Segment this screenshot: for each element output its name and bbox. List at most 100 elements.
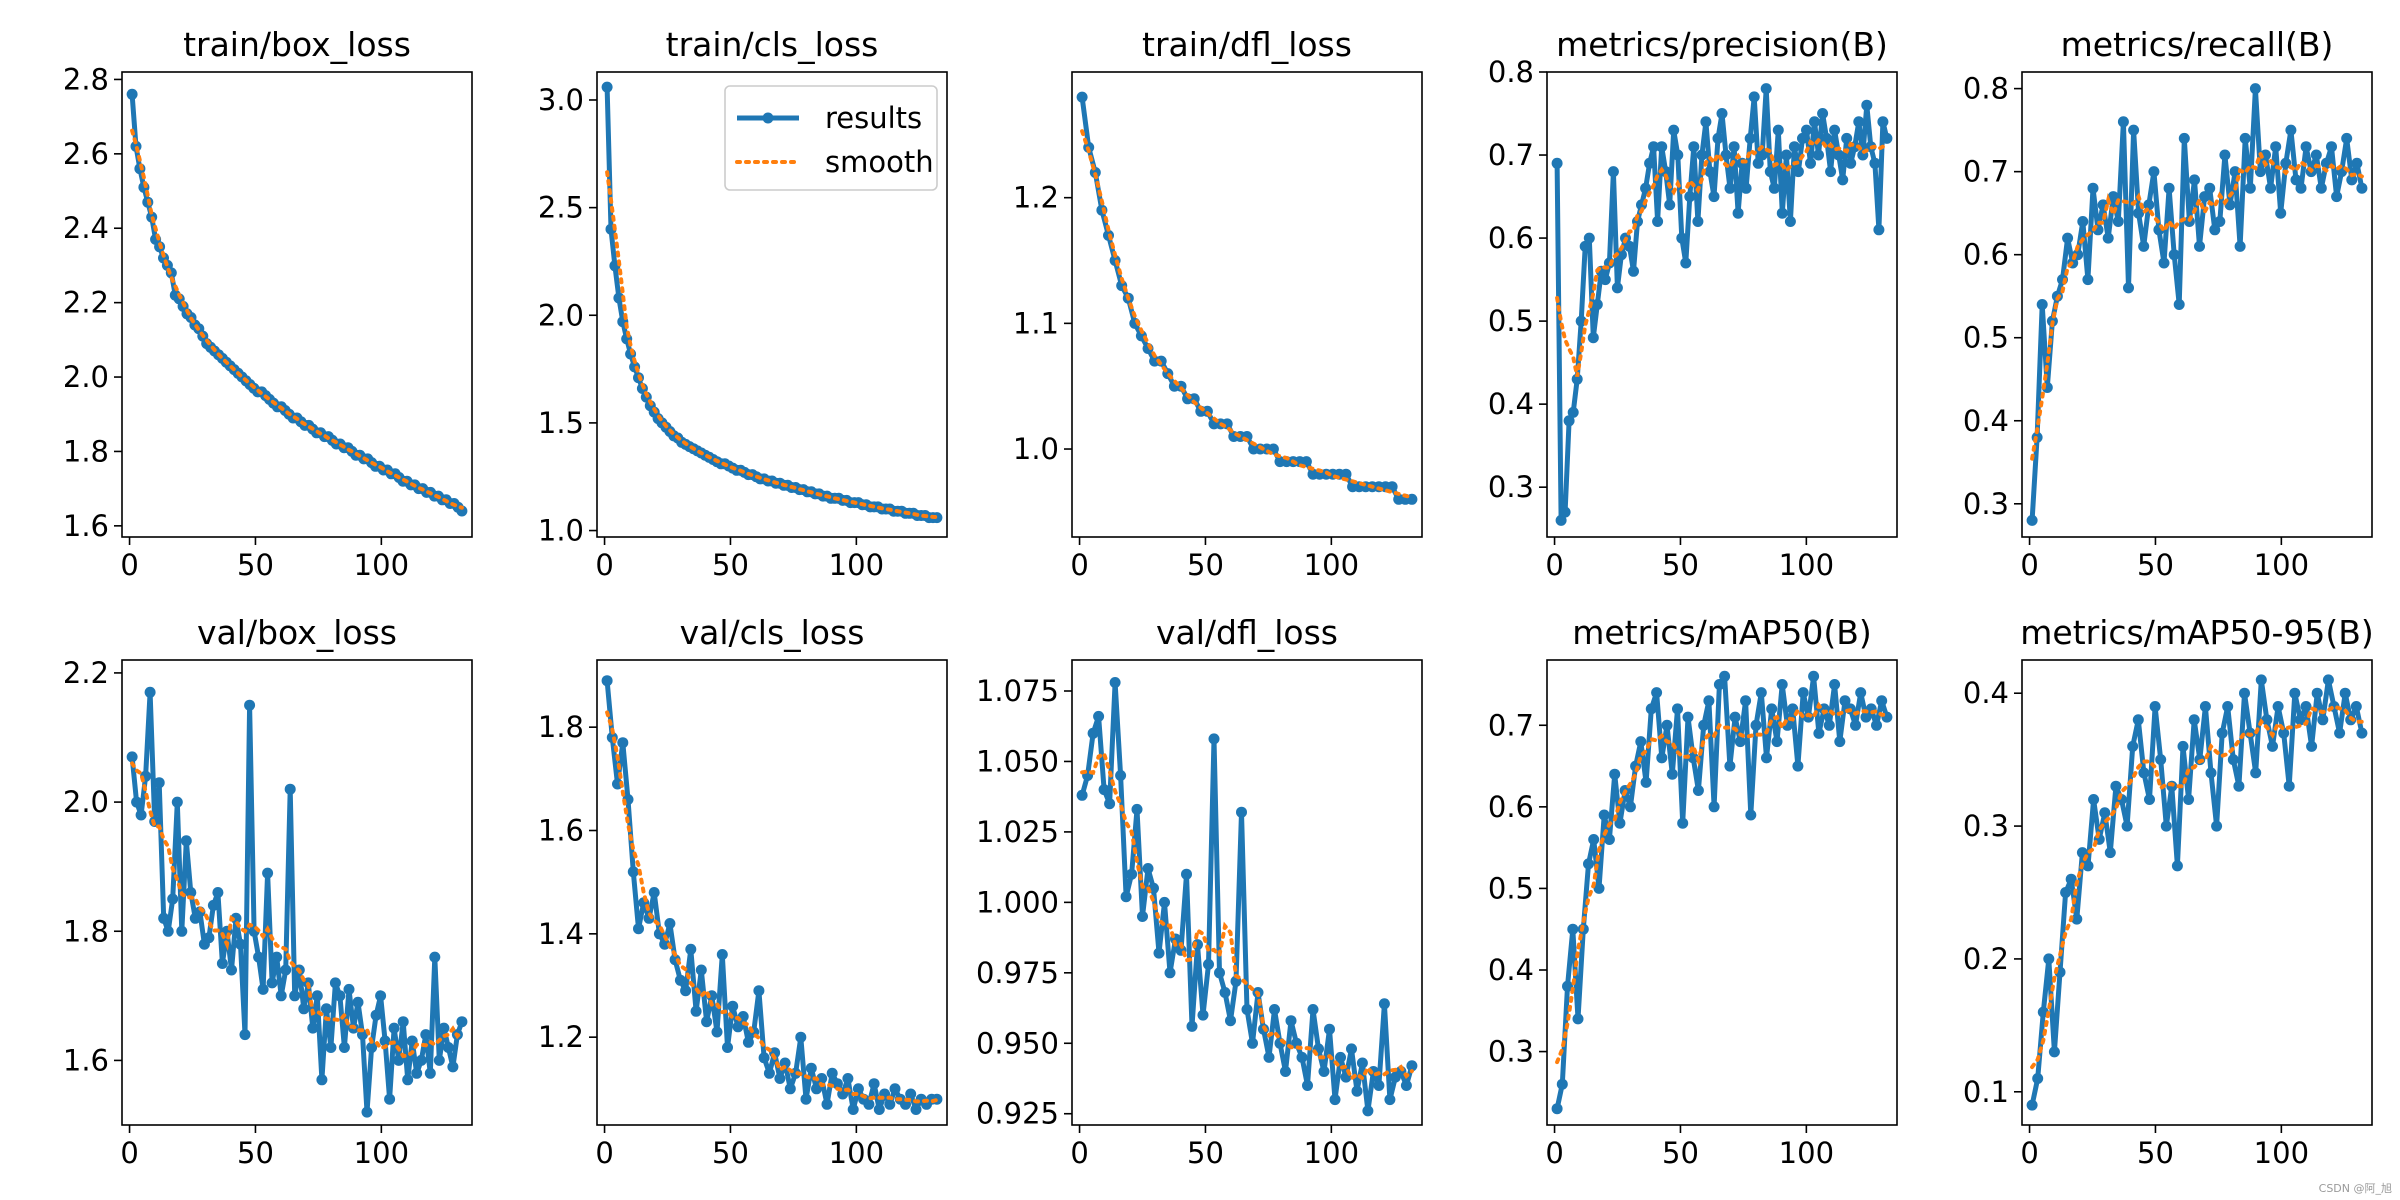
results-point	[424, 1067, 436, 1079]
y-tick-label: 1.6	[538, 814, 584, 848]
results-point	[2280, 157, 2292, 169]
results-point	[1825, 166, 1837, 178]
results-point	[1076, 91, 1088, 103]
x-tick-label: 100	[354, 548, 409, 582]
y-tick-label: 0.4	[1488, 387, 1534, 421]
results-point	[2254, 166, 2266, 178]
results-point	[1845, 157, 1857, 169]
results-point	[2249, 83, 2261, 95]
results-point	[1813, 727, 1825, 739]
results-point	[1656, 752, 1668, 764]
results-point	[2265, 182, 2277, 194]
results-point	[2104, 847, 2116, 859]
results-point	[1335, 1051, 1346, 1063]
results-point	[1120, 891, 1132, 903]
y-tick-label: 0.4	[1488, 953, 1534, 987]
results-point	[2322, 674, 2334, 686]
y-tick-label: 3.0	[538, 83, 584, 117]
results-point	[2036, 299, 2048, 310]
results-point	[852, 1083, 864, 1095]
y-tick-label: 0.950	[976, 1026, 1059, 1060]
results-point	[831, 1078, 843, 1090]
results-point	[2239, 687, 2250, 699]
legend: results smooth	[724, 85, 938, 191]
smooth-line	[605, 170, 939, 520]
results-point	[1855, 687, 1867, 699]
y-tick-label: 0.7	[1963, 155, 2009, 189]
results-point	[1219, 987, 1231, 998]
results-point	[307, 1022, 319, 1034]
results-point	[1861, 99, 1873, 111]
results-point	[167, 893, 179, 905]
results-point	[420, 1029, 432, 1041]
results-point	[1373, 1080, 1385, 1091]
results-point	[2270, 141, 2282, 153]
results-point	[1598, 809, 1610, 821]
results-point	[1384, 1094, 1396, 1106]
y-tick-label: 0.2	[1963, 942, 2009, 976]
results-point	[176, 925, 188, 937]
y-tick-label: 0.5	[1963, 321, 2009, 355]
subplot-metrics-precision-b: metrics/precision(B) 0 50 100 0.3 0.4 0.5 0.6 0.…	[1488, 25, 1898, 582]
subplot-title: train/cls_loss	[666, 25, 879, 64]
results-point	[1186, 1020, 1198, 1032]
results-point	[2082, 274, 2094, 286]
results-point	[1559, 506, 1571, 518]
results-point	[2351, 157, 2363, 169]
results-point	[2107, 191, 2119, 203]
results-point	[1236, 806, 1247, 818]
results-point	[1599, 274, 1611, 286]
y-tick-label: 0.3	[1963, 487, 2009, 521]
y-tick-label: 0.6	[1963, 238, 2009, 272]
subplot-train-box-loss: train/box_loss 0 50 100 1.6 1.8 2.0 2.2 2.4 2.6 2.…	[63, 25, 473, 582]
results-point	[2278, 727, 2290, 739]
results-point	[1263, 1051, 1275, 1063]
results-point	[1821, 132, 1833, 144]
results-point	[2060, 887, 2072, 898]
results-point	[1645, 703, 1657, 715]
results-point	[821, 1098, 833, 1110]
results-point	[1734, 736, 1746, 748]
x-tick-label: 100	[1304, 548, 1359, 582]
y-tick-label: 1.2	[538, 1020, 584, 1054]
results-point	[680, 985, 692, 997]
results-point	[1729, 711, 1741, 723]
y-tick-label: 0.4	[1963, 676, 2009, 710]
results-point	[2071, 913, 2083, 925]
results-point	[1750, 719, 1762, 731]
results-point	[1837, 174, 1849, 186]
results-point	[664, 918, 676, 929]
results-point	[2300, 701, 2312, 712]
axes-frame	[1071, 659, 1423, 1126]
results-point	[1555, 514, 1567, 526]
subplot-title: val/cls_loss	[680, 613, 865, 652]
results-point	[1635, 736, 1647, 748]
results-point	[1572, 1013, 1584, 1025]
results-point	[633, 923, 644, 935]
x-tick-label: 0	[1545, 548, 1563, 582]
results-point	[352, 996, 364, 1008]
results-point	[126, 751, 138, 763]
results-point	[1302, 1080, 1313, 1091]
y-tick-label: 0.975	[976, 956, 1059, 990]
results-point	[212, 887, 224, 898]
results-point	[1805, 157, 1816, 169]
results-point	[329, 977, 341, 989]
results-point	[284, 783, 296, 795]
y-tick-label: 1.050	[976, 744, 1059, 778]
results-point	[2311, 687, 2323, 699]
results-point	[2127, 740, 2139, 752]
results-point	[2188, 714, 2200, 726]
results-point	[2350, 701, 2362, 712]
results-point	[1873, 224, 1885, 236]
results-point	[1704, 166, 1716, 178]
results-point	[1551, 157, 1563, 169]
results-point	[135, 809, 147, 821]
results-point	[2158, 257, 2170, 269]
results-point	[1351, 1085, 1363, 1097]
results-point	[1104, 798, 1116, 810]
results-point	[2317, 714, 2329, 726]
results-point	[1829, 679, 1841, 690]
y-tick-label: 0.3	[1488, 470, 1534, 504]
results-point	[868, 1078, 880, 1090]
